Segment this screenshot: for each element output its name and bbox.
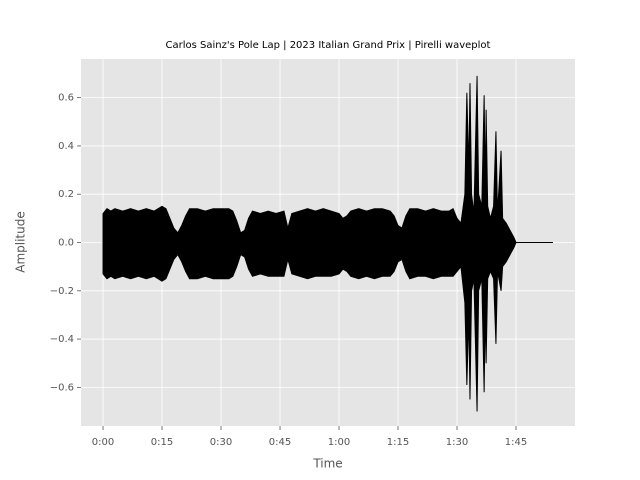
chart-title: Carlos Sainz's Pole Lap | 2023 Italian G…	[166, 40, 491, 51]
x-tick-label: 0:15	[151, 437, 173, 448]
x-axis-label: Time	[312, 457, 342, 471]
y-tick-label: 0.6	[58, 93, 74, 104]
y-axis-label: Amplitude	[14, 211, 28, 273]
x-tick-label: 0:45	[269, 437, 291, 448]
x-tick-label: 1:30	[446, 437, 468, 448]
y-tick-label: −0.2	[50, 286, 74, 297]
x-tick-label: 1:45	[505, 437, 527, 448]
waveform-envelope	[102, 75, 553, 243]
x-tick-label: 1:00	[328, 437, 350, 448]
y-tick-label: −0.4	[50, 334, 74, 345]
x-tick-label: 0:00	[92, 437, 114, 448]
y-tick-label: 0.2	[58, 189, 74, 200]
y-tick-label: 0.4	[58, 141, 74, 152]
x-tick-label: 1:15	[387, 437, 409, 448]
x-tick-label: 0:30	[210, 437, 232, 448]
y-tick-label: −0.6	[50, 382, 74, 393]
y-tick-label: 0.0	[58, 238, 74, 249]
waveform-envelope	[102, 242, 553, 412]
